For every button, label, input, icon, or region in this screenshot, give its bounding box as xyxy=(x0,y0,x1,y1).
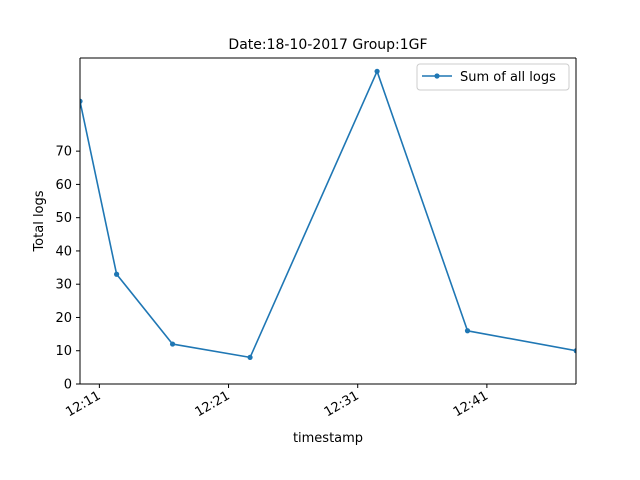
legend: Sum of all logs xyxy=(416,63,570,91)
data-point xyxy=(80,98,83,104)
x-axis-label: timestamp xyxy=(293,431,363,446)
legend-swatch-marker xyxy=(434,73,440,79)
data-point xyxy=(113,271,120,277)
plot-area xyxy=(80,58,576,384)
data-point xyxy=(573,348,576,354)
y-tick-label: 40 xyxy=(55,244,72,259)
data-point xyxy=(169,341,176,347)
y-tick-label: 30 xyxy=(55,278,72,293)
y-tick-label: 70 xyxy=(55,145,72,160)
y-tick-label: 60 xyxy=(55,178,72,193)
data-point xyxy=(464,328,471,334)
y-axis-ticks: 0 10 20 30 40 50 60 70 xyxy=(55,145,80,393)
y-axis-label: Total logs xyxy=(32,190,47,252)
data-point xyxy=(247,354,253,360)
chart-title: Date:18-10-2017 Group:1GF xyxy=(228,37,427,53)
y-tick-label: 50 xyxy=(55,211,72,226)
y-tick-label: 10 xyxy=(55,344,72,359)
legend-box xyxy=(416,63,570,91)
series-layer xyxy=(80,68,576,360)
data-point xyxy=(374,68,380,74)
y-tick-label: 20 xyxy=(55,311,72,326)
y-tick-label: 0 xyxy=(64,378,72,393)
legend-label: Sum of all logs xyxy=(460,70,556,85)
